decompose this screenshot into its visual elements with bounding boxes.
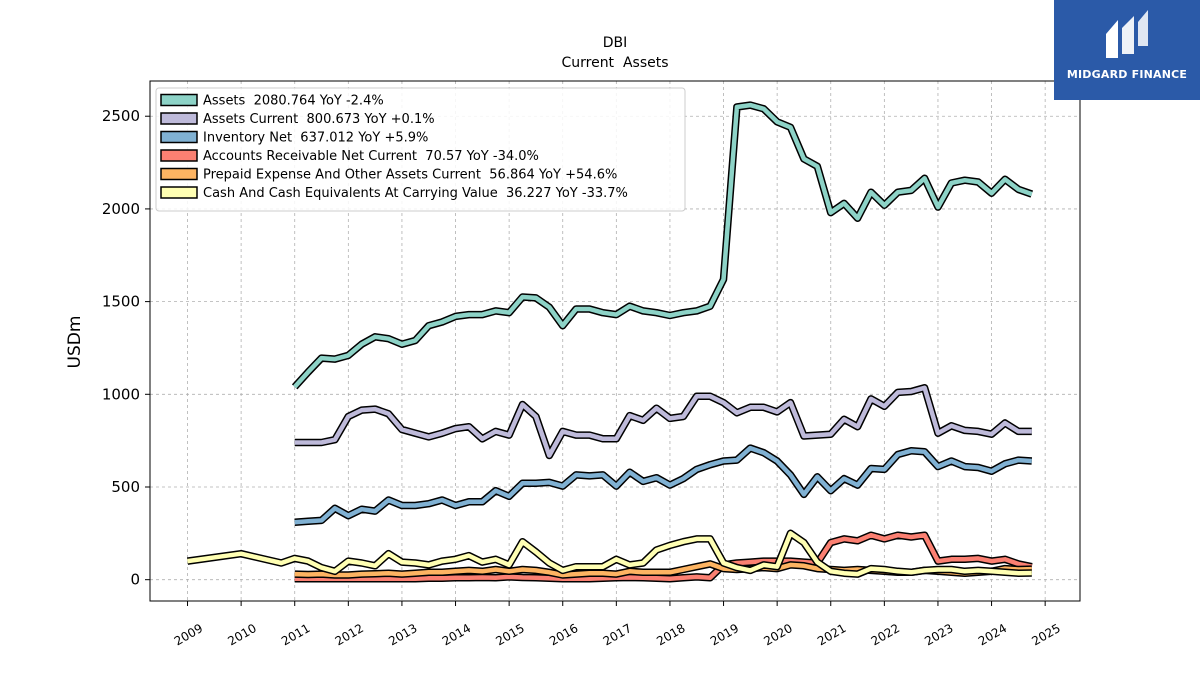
legend-swatch xyxy=(160,167,198,181)
legend-label: Prepaid Expense And Other Assets Current… xyxy=(203,168,617,183)
legend-swatch xyxy=(160,186,198,199)
plot-frame xyxy=(149,80,1081,602)
y-tick-label: 2000 xyxy=(102,200,140,218)
legend-label: Inventory Net 637.012 YoY +5.9% xyxy=(203,131,428,146)
series-line xyxy=(294,445,1032,525)
y-tick-label: 1000 xyxy=(102,385,140,403)
x-tick-label: 2021 xyxy=(815,621,848,648)
x-tick-label: 2017 xyxy=(601,621,634,648)
x-tick-label: 2024 xyxy=(976,621,1009,648)
x-tick-label: 2013 xyxy=(386,621,419,648)
x-tick-label: 2012 xyxy=(333,621,366,648)
legend-label: Accounts Receivable Net Current 70.57 Yo… xyxy=(203,149,539,164)
brand-name: MIDGARD FINANCE xyxy=(1066,68,1188,81)
y-axis-ticks: 0 500 1000 1500 2000 2500 xyxy=(102,107,150,589)
series-line xyxy=(293,102,1033,389)
y-tick-label: 0 xyxy=(130,571,140,589)
legend-label: Assets 2080.764 YoY -2.4% xyxy=(203,94,384,109)
x-tick-label: 2015 xyxy=(493,621,526,648)
legend-swatch xyxy=(160,112,198,125)
legend-swatch xyxy=(160,93,198,107)
x-tick-label: 2016 xyxy=(547,621,580,648)
brand-logo: MIDGARD FINANCE xyxy=(1054,0,1200,100)
legend-label: Assets Current 800.673 YoY +0.1% xyxy=(203,112,435,127)
y-tick-label: 1500 xyxy=(102,293,140,311)
x-tick-label: 2020 xyxy=(761,621,794,648)
chart-title: DBI xyxy=(603,35,628,51)
x-tick-label: 2011 xyxy=(279,621,312,648)
legend-swatch xyxy=(160,149,198,162)
series-line xyxy=(294,385,1032,458)
series-outline xyxy=(294,444,1033,526)
legend-box xyxy=(155,87,686,212)
x-axis-ticks: 2009 2010 2011 2012 2013 2014 2015 2016 2017 2018… xyxy=(172,601,1063,648)
series-outline xyxy=(294,384,1032,460)
x-tick-label: 2010 xyxy=(225,621,258,648)
x-tick-label: 2019 xyxy=(708,621,741,648)
x-tick-label: 2023 xyxy=(922,621,955,648)
x-tick-label: 2022 xyxy=(869,621,902,648)
legend-swatch xyxy=(160,130,198,144)
x-tick-label: 2009 xyxy=(172,621,205,648)
x-tick-label: 2018 xyxy=(654,621,687,648)
legend: Assets 2080.764 YoY -2.4% Assets Current … xyxy=(155,87,686,212)
y-axis-label: USDm xyxy=(65,316,85,369)
x-tick-label: 2014 xyxy=(440,621,473,648)
y-tick-label: 2500 xyxy=(102,107,140,125)
series-line xyxy=(187,531,1032,577)
y-tick-label: 500 xyxy=(111,478,140,496)
x-tick-label: 2025 xyxy=(1029,621,1062,648)
series-line xyxy=(294,532,1033,582)
chart-subtitle: Current Assets xyxy=(561,55,668,71)
midgard-logo-icon xyxy=(1106,10,1148,58)
legend-label: Cash And Cash Equivalents At Carrying Va… xyxy=(203,186,628,201)
plot-series xyxy=(186,101,1034,583)
